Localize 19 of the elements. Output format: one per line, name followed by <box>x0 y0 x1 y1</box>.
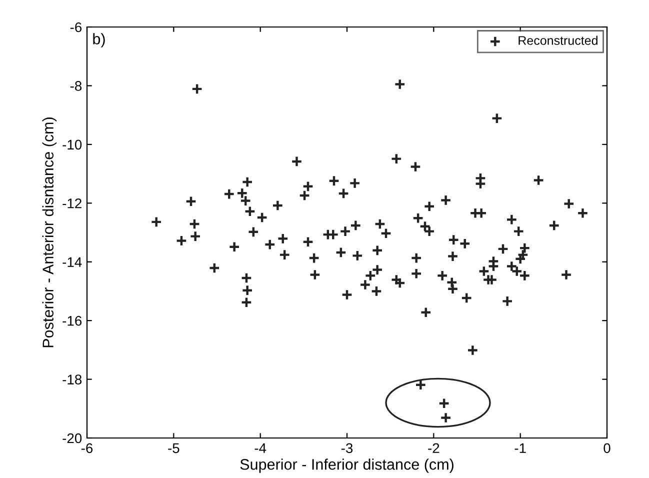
y-tick-label: -10 <box>62 140 82 150</box>
y-tick-label: -6 <box>70 22 82 32</box>
x-tick-label: -6 <box>81 443 93 454</box>
x-tick-label: -3 <box>341 443 353 454</box>
y-axis-title: Posterior - Anterior disntance (cm) <box>42 118 57 348</box>
x-tick-label: -1 <box>514 443 526 453</box>
legend-label: Reconstructed <box>518 36 598 45</box>
x-tick-label: 0 <box>604 443 610 454</box>
y-tick-label: -14 <box>62 257 82 267</box>
x-tick-label: -5 <box>168 443 180 454</box>
y-tick-label: -16 <box>62 316 82 326</box>
x-axis-title: Superior - Inferior distance (cm) <box>240 458 454 473</box>
y-tick-label: -12 <box>62 198 82 208</box>
x-tick-label: -2 <box>428 443 440 453</box>
y-tick-label: -18 <box>62 374 82 384</box>
x-tick-label: -4 <box>254 443 266 453</box>
annotation: b) <box>93 33 105 48</box>
y-tick-label: -8 <box>70 81 82 91</box>
y-tick-label: -20 <box>62 433 82 444</box>
